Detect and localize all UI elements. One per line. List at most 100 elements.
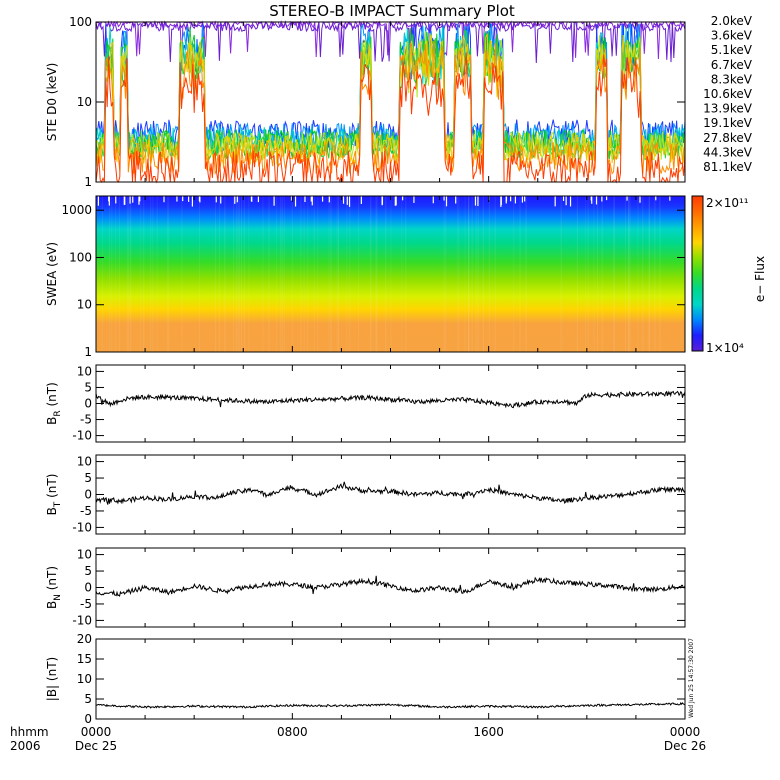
legend-item-10.6keV: 10.6keV: [703, 87, 753, 101]
btot-ylabel: |B| (nT): [45, 657, 59, 701]
br-ytick-label: -10: [72, 429, 92, 443]
br-ytick-label: 0: [84, 397, 92, 411]
swea-gap: [591, 196, 593, 204]
swea-gap: [360, 196, 362, 204]
time-tick-label: 1600: [473, 725, 504, 739]
swea-ylabel: SWEA (eV): [45, 242, 59, 306]
swea-stripe: [268, 196, 270, 352]
swea-stripe: [358, 196, 360, 352]
bn-ytick-label: 5: [84, 564, 92, 578]
ste-ytick-label: 1: [84, 175, 92, 189]
swea-gap: [432, 196, 434, 204]
swea-gap: [191, 196, 194, 207]
colorbar-label: e− Flux: [753, 256, 767, 302]
swea-stripe: [328, 196, 330, 352]
swea-stripe: [376, 196, 378, 352]
swea-ytick-label: 1000: [61, 203, 92, 217]
bn-ytick-label: -5: [80, 597, 92, 611]
bt-ytick-label: 10: [77, 455, 92, 469]
swea-gap: [108, 196, 110, 202]
swea-stripe: [317, 196, 319, 352]
swea-stripe: [464, 196, 466, 352]
swea-gap: [394, 196, 396, 206]
bt-ytick-label: -5: [80, 504, 92, 518]
swea-stripe: [237, 196, 239, 352]
swea-gap: [445, 196, 448, 207]
swea-stripe: [118, 196, 120, 352]
ste-ylabel: STE D0 (keV): [45, 63, 59, 142]
swea-stripe: [593, 196, 595, 352]
btot-ytick-label: 10: [77, 672, 92, 686]
swea-gap: [236, 196, 238, 203]
swea-stripe: [401, 196, 403, 352]
date-tick-label: Dec 26: [664, 739, 706, 753]
swea-stripe: [346, 196, 348, 352]
legend-item-44.3keV: 44.3keV: [703, 145, 753, 159]
swea-stripe: [613, 196, 615, 352]
swea-stripe: [238, 196, 240, 352]
swea-stripe: [199, 196, 201, 352]
swea-gap: [395, 196, 397, 206]
swea-gap: [304, 196, 306, 202]
swea-gap: [521, 196, 524, 203]
legend-item-3.6keV: 3.6keV: [711, 29, 753, 43]
swea-gap: [669, 196, 671, 201]
swea-stripe: [637, 196, 639, 352]
swea-stripe: [150, 196, 152, 352]
swea-gap: [123, 196, 125, 205]
swea-stripe: [303, 196, 305, 352]
bn-ytick-label: 0: [84, 581, 92, 595]
ste-ytick-label: 100: [69, 15, 92, 29]
swea-stripe: [584, 196, 586, 352]
btot-trace: [96, 701, 685, 709]
swea-gap: [132, 196, 134, 203]
swea-stripe: [235, 196, 237, 352]
swea-stripe: [405, 196, 407, 352]
swea-gap: [510, 196, 512, 202]
swea-gap: [342, 196, 345, 204]
swea-gap: [273, 196, 275, 206]
swea-gap: [139, 196, 141, 202]
ste-series-27.8keV: [95, 32, 686, 166]
swea-stripe: [167, 196, 169, 352]
swea-stripe: [248, 196, 250, 352]
swea-gap: [562, 196, 565, 201]
swea-stripe: [642, 196, 644, 352]
swea-stripe: [519, 196, 521, 352]
swea-stripe: [126, 196, 128, 352]
swea-stripe: [601, 196, 603, 352]
swea-stripe: [458, 196, 460, 352]
panel-frame: [95, 364, 686, 443]
swea-gap: [215, 196, 217, 203]
swea-gap: [138, 196, 140, 205]
swea-gap: [257, 196, 260, 203]
swea-stripe: [96, 196, 98, 352]
swea-stripe: [468, 196, 470, 352]
swea-gap: [606, 196, 608, 201]
swea-stripe: [307, 196, 309, 352]
swea-stripe: [275, 196, 277, 352]
ste-series-13.9keV: [95, 29, 686, 161]
swea-gap: [97, 196, 99, 206]
swea-stripe: [468, 196, 470, 352]
swea-stripe: [457, 196, 459, 352]
swea-stripe: [282, 196, 284, 352]
swea-stripe: [597, 196, 599, 352]
swea-stripe: [240, 196, 242, 352]
br-ytick-label: -5: [80, 413, 92, 427]
swea-gap: [443, 196, 445, 201]
swea-stripe: [313, 196, 315, 352]
swea-gap: [294, 196, 297, 207]
swea-stripe: [443, 196, 445, 352]
swea-spectrogram: [96, 196, 685, 352]
swea-gap: [251, 196, 253, 202]
swea-stripe: [525, 196, 527, 352]
swea-stripe: [445, 196, 447, 352]
swea-stripe: [560, 196, 562, 352]
swea-gap: [626, 196, 628, 201]
btot-ytick-label: 5: [84, 692, 92, 706]
swea-gap: [115, 196, 117, 204]
swea-gap: [524, 196, 526, 202]
swea-stripe: [390, 196, 392, 352]
